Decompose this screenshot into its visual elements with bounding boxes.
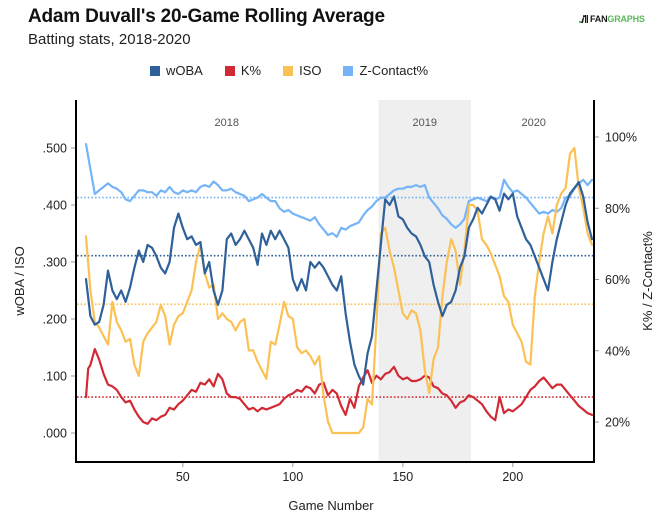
series-line-k- [84,347,594,425]
y-left-tick-label: .000 [43,427,67,441]
season-label-2019: 2019 [413,117,437,129]
fangraphs-logo: FAN GRAPHS [579,14,645,24]
legend-label: Z-Contact% [359,63,429,78]
x-tick-label: 150 [392,470,413,484]
y-left-tick-label: .400 [43,199,67,213]
y-axis-left-title: wOBA / ISO [12,246,27,316]
y-right-tick-label: 80% [605,202,630,216]
legend-label: ISO [299,63,322,78]
chart-legend: wOBA K% ISO Z-Contact% [150,63,450,78]
chart-subtitle: Batting stats, 2018-2020 [28,31,191,48]
fangraphs-logo-icon [579,15,588,23]
x-tick-label: 100 [282,470,303,484]
series-line-woba [84,181,594,386]
logo-text-graphs: GRAPHS [607,14,645,24]
y-right-tick-label: 100% [605,131,637,145]
legend-item-k-[interactable]: K% [224,63,262,78]
chart-title: Adam Duvall's 20-Game Rolling Average [28,6,385,27]
season-label-2020: 2020 [521,117,545,129]
y-left-tick-label: .200 [43,313,67,327]
y-axis-right-title: K% / Z-Contact% [640,231,655,331]
legend-swatch [150,65,160,76]
legend-swatch [343,65,354,76]
series-line-iso [84,146,594,435]
legend-item-iso[interactable]: ISO [283,63,321,78]
y-right-tick-label: 20% [605,416,630,430]
x-tick-label: 200 [502,470,523,484]
y-left-tick-label: .300 [43,256,67,270]
x-axis-title: Game Number [288,498,374,513]
y-right-tick-label: 40% [605,344,630,358]
season-band-2019 [378,100,471,462]
logo-text-fan: FAN [590,14,608,24]
legend-swatch [283,65,294,76]
season-label-2018: 2018 [215,117,239,129]
x-tick-label: 50 [176,470,190,484]
legend-label: wOBA [166,63,203,78]
legend-label: K% [240,63,262,78]
y-left-tick-label: .500 [43,142,67,156]
legend-item-z-contact-[interactable]: Z-Contact% [343,63,428,78]
legend-item-woba[interactable]: wOBA [150,63,203,78]
legend-swatch [224,65,235,76]
series-line-z-contact- [84,143,594,238]
y-left-tick-label: .100 [43,370,67,384]
y-right-tick-label: 60% [605,273,630,287]
